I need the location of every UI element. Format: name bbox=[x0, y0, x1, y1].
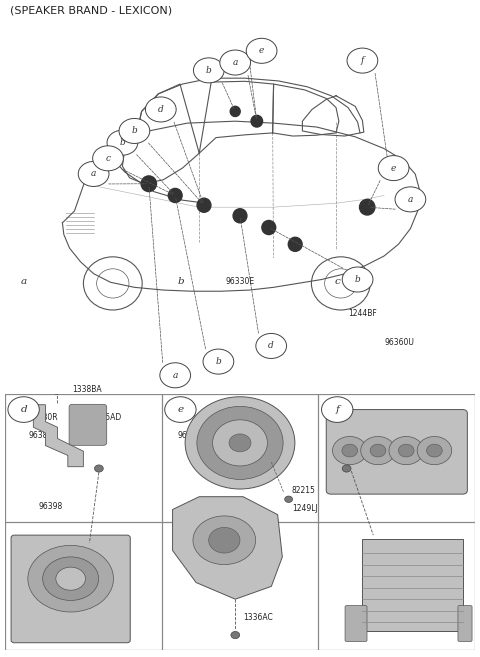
Ellipse shape bbox=[251, 116, 263, 127]
Circle shape bbox=[347, 48, 378, 73]
Text: b: b bbox=[216, 357, 221, 366]
Circle shape bbox=[231, 631, 240, 639]
Ellipse shape bbox=[197, 407, 283, 480]
Ellipse shape bbox=[193, 516, 256, 564]
Text: e: e bbox=[391, 164, 396, 173]
Circle shape bbox=[333, 320, 342, 327]
Text: 96350L: 96350L bbox=[177, 431, 206, 440]
Circle shape bbox=[165, 397, 196, 422]
Text: 1125AD: 1125AD bbox=[91, 413, 121, 422]
Circle shape bbox=[119, 118, 150, 143]
FancyBboxPatch shape bbox=[11, 535, 130, 643]
Circle shape bbox=[95, 465, 103, 472]
Text: b: b bbox=[132, 126, 137, 135]
Text: 96398: 96398 bbox=[38, 503, 63, 511]
Circle shape bbox=[256, 334, 287, 359]
Circle shape bbox=[246, 38, 277, 63]
Circle shape bbox=[285, 496, 292, 503]
Text: d: d bbox=[20, 405, 27, 414]
Ellipse shape bbox=[168, 189, 182, 202]
Text: b: b bbox=[355, 275, 360, 284]
Circle shape bbox=[220, 50, 251, 75]
Text: 1249LJ: 1249LJ bbox=[292, 504, 317, 512]
Text: a: a bbox=[408, 195, 413, 204]
Circle shape bbox=[361, 436, 395, 464]
Ellipse shape bbox=[381, 160, 396, 176]
Circle shape bbox=[395, 187, 426, 212]
Text: e: e bbox=[177, 405, 183, 414]
Polygon shape bbox=[173, 497, 282, 599]
Ellipse shape bbox=[360, 199, 375, 215]
Circle shape bbox=[398, 444, 414, 457]
FancyBboxPatch shape bbox=[69, 404, 107, 445]
Text: a: a bbox=[172, 371, 178, 380]
Text: b: b bbox=[177, 277, 184, 286]
Ellipse shape bbox=[213, 420, 267, 466]
Ellipse shape bbox=[141, 176, 156, 192]
Circle shape bbox=[370, 444, 386, 457]
Circle shape bbox=[160, 363, 191, 388]
Circle shape bbox=[417, 436, 452, 464]
Circle shape bbox=[203, 349, 234, 374]
Circle shape bbox=[322, 269, 353, 294]
Circle shape bbox=[165, 269, 196, 294]
FancyBboxPatch shape bbox=[326, 409, 468, 494]
Circle shape bbox=[322, 397, 353, 422]
Text: a: a bbox=[21, 277, 27, 286]
Text: b: b bbox=[206, 66, 212, 75]
Text: 82215: 82215 bbox=[292, 486, 316, 495]
Text: 96380L: 96380L bbox=[28, 431, 57, 440]
Circle shape bbox=[107, 130, 138, 155]
Circle shape bbox=[145, 97, 176, 122]
Ellipse shape bbox=[262, 221, 276, 235]
Circle shape bbox=[78, 162, 109, 187]
Text: 1338BA: 1338BA bbox=[72, 385, 102, 394]
Text: 96350R: 96350R bbox=[177, 413, 207, 422]
Ellipse shape bbox=[43, 557, 99, 600]
FancyBboxPatch shape bbox=[458, 606, 472, 641]
Circle shape bbox=[342, 267, 373, 292]
Polygon shape bbox=[33, 405, 84, 466]
Text: b: b bbox=[120, 138, 125, 147]
Text: 96380R: 96380R bbox=[28, 413, 58, 422]
Circle shape bbox=[93, 146, 123, 171]
Ellipse shape bbox=[233, 209, 247, 223]
Ellipse shape bbox=[56, 567, 85, 590]
Text: 1336AC: 1336AC bbox=[243, 612, 273, 622]
Text: d: d bbox=[268, 342, 274, 350]
Text: 96330E: 96330E bbox=[226, 277, 254, 286]
Ellipse shape bbox=[185, 397, 295, 489]
Circle shape bbox=[52, 387, 61, 394]
Ellipse shape bbox=[229, 434, 251, 452]
Text: 1244BF: 1244BF bbox=[348, 309, 377, 318]
Text: 96370N: 96370N bbox=[384, 413, 414, 422]
Circle shape bbox=[427, 444, 442, 457]
Text: a: a bbox=[232, 58, 238, 67]
Ellipse shape bbox=[197, 198, 211, 212]
Text: f: f bbox=[335, 405, 339, 414]
Text: (SPEAKER BRAND - LEXICON): (SPEAKER BRAND - LEXICON) bbox=[10, 6, 172, 16]
Text: d: d bbox=[158, 105, 164, 114]
Text: c: c bbox=[106, 154, 110, 163]
Circle shape bbox=[8, 269, 39, 294]
Circle shape bbox=[389, 436, 423, 464]
Text: 96360U: 96360U bbox=[384, 338, 414, 348]
Ellipse shape bbox=[288, 237, 302, 252]
Circle shape bbox=[8, 397, 39, 422]
FancyBboxPatch shape bbox=[362, 539, 463, 631]
Text: 1337AA: 1337AA bbox=[326, 434, 356, 443]
Text: e: e bbox=[259, 47, 264, 55]
Ellipse shape bbox=[28, 545, 113, 612]
Circle shape bbox=[342, 444, 358, 457]
Circle shape bbox=[193, 58, 224, 83]
Circle shape bbox=[209, 528, 240, 553]
Circle shape bbox=[342, 465, 351, 472]
Text: c: c bbox=[335, 277, 340, 286]
Circle shape bbox=[378, 156, 409, 181]
Ellipse shape bbox=[230, 106, 240, 116]
Text: f: f bbox=[360, 56, 364, 65]
FancyBboxPatch shape bbox=[345, 606, 367, 641]
Circle shape bbox=[333, 436, 367, 464]
Text: a: a bbox=[91, 170, 96, 179]
